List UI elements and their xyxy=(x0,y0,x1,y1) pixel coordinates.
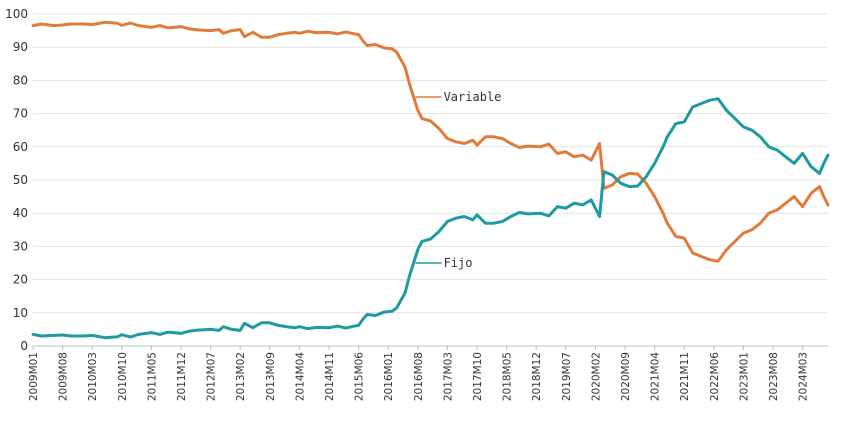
y-tick-label: 40 xyxy=(13,206,28,220)
x-tick-label: 2009M08 xyxy=(58,352,70,401)
y-tick-label: 20 xyxy=(13,273,28,287)
x-tick-label: 2014M04 xyxy=(294,352,306,401)
x-tick-label: 2018M12 xyxy=(531,352,543,401)
series-line-variable xyxy=(31,20,830,263)
x-tick-label: 2012M07 xyxy=(206,352,218,401)
x-tick-label: 2023M01 xyxy=(738,352,750,401)
x-tick-label: 2016M08 xyxy=(413,352,425,401)
y-tick-label: 10 xyxy=(13,306,28,320)
y-axis-tick-labels: 0 10 20 30 40 50 60 70 80 90 100 xyxy=(5,7,28,353)
x-tick-label: 2017M10 xyxy=(472,352,484,401)
x-tick-label: 2010M03 xyxy=(87,352,99,401)
x-tick-label: 2024M03 xyxy=(798,352,810,401)
y-tick-label: 100 xyxy=(5,7,28,21)
x-tick-label: 2011M12 xyxy=(176,352,188,401)
x-tick-label: 2019M07 xyxy=(561,352,573,401)
y-tick-label: 0 xyxy=(20,339,28,353)
y-tick-label: 30 xyxy=(13,239,28,253)
y-tick-label: 90 xyxy=(13,40,28,54)
x-tick-label: 2010M10 xyxy=(117,352,129,401)
series-labels: Variable Fijo xyxy=(415,90,502,270)
x-tick-label: 2020M09 xyxy=(620,352,632,401)
y-tick-label: 70 xyxy=(13,107,28,121)
x-tick-label: 2018M05 xyxy=(502,352,514,401)
x-tick-label: 2017M03 xyxy=(442,352,454,401)
x-tick-label: 2015M06 xyxy=(354,352,366,401)
x-tick-label: 2011M05 xyxy=(146,352,158,401)
x-axis-tick-labels: 2009M01 2009M08 2010M03 2010M10 2011M05 2011M… xyxy=(28,346,810,401)
series-line-fijo xyxy=(31,97,830,340)
x-tick-label: 2021M11 xyxy=(679,352,691,401)
x-tick-label: 2013M02 xyxy=(235,352,247,401)
series-label-fijo: Fijo xyxy=(444,256,473,270)
y-tick-label: 60 xyxy=(13,140,28,154)
series-label-variable: Variable xyxy=(444,90,502,104)
x-tick-label: 2013M09 xyxy=(265,352,277,401)
y-tick-label: 50 xyxy=(13,173,28,187)
x-tick-label: 2022M06 xyxy=(709,352,721,401)
y-tick-label: 80 xyxy=(13,73,28,87)
x-tick-label: 2020M02 xyxy=(590,352,602,401)
x-tick-label: 2021M04 xyxy=(650,352,662,401)
x-tick-label: 2023M08 xyxy=(768,352,780,401)
x-tick-label: 2016M01 xyxy=(383,352,395,401)
gridlines xyxy=(33,13,828,347)
series-lines xyxy=(31,20,830,340)
x-tick-label: 2014M11 xyxy=(324,352,336,401)
x-tick-label: 2009M01 xyxy=(28,352,40,401)
